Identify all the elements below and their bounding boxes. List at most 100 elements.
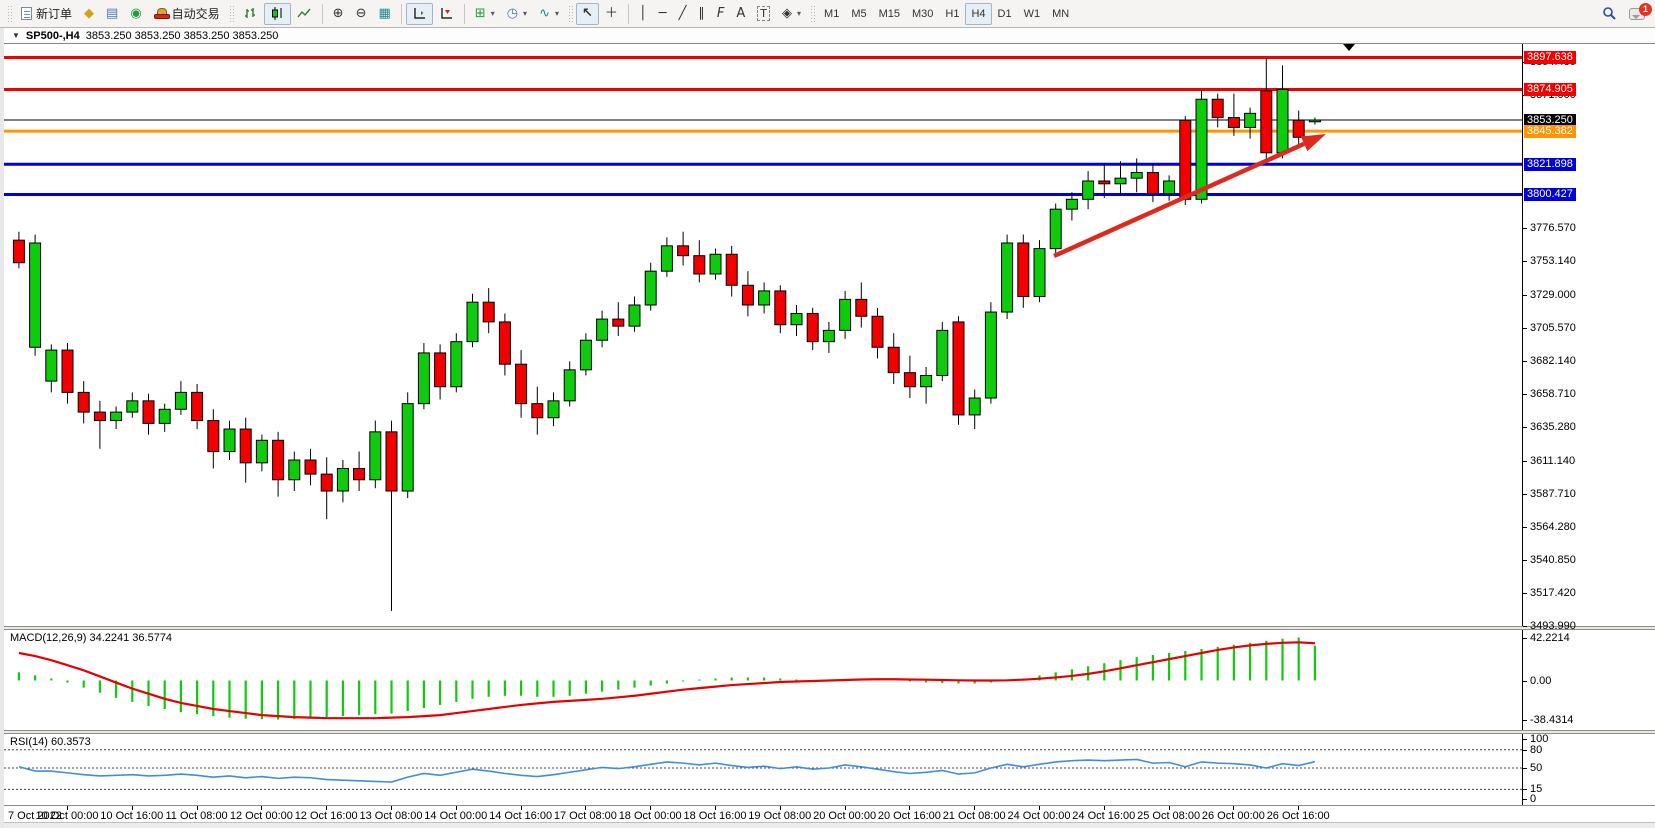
tile-windows-button[interactable]: ▦ [372,3,396,25]
crosshair-tool-button[interactable]: ＋ [599,3,624,25]
shapes-tool-button[interactable]: ◈ ▾ [776,3,807,25]
timeframe-H1[interactable]: H1 [945,7,960,20]
timeframe-H4[interactable]: H4 [965,2,992,25]
cursor-tool-button[interactable]: ↖ [575,2,599,25]
add-indicator-button[interactable]: ⊞ ▾ [469,3,501,25]
time-label: 24 Oct 16:00 [1072,810,1136,822]
alerts-button[interactable]: ◉ [124,3,147,25]
templates-button[interactable]: ∿ ▾ [533,3,565,25]
candle [239,417,252,483]
candle [758,282,771,314]
data-window-button[interactable]: ▤ [100,3,124,25]
candle-body [1049,208,1062,250]
candle [790,305,803,337]
text-tool-button[interactable]: A [730,3,751,25]
bar-chart-button[interactable] [237,3,264,25]
axis-tick-mark [1523,626,1527,628]
notifications-icon[interactable]: 1 [1629,2,1652,20]
trend-arrow[interactable] [1053,134,1326,259]
axis-tick-label: 42.2214 [1530,631,1570,644]
candle-body [612,318,625,327]
chevron-down-icon: ▾ [554,9,559,18]
panel-separator[interactable] [4,730,1655,734]
candle-body [644,270,657,306]
autotrading-button[interactable]: 自动交易 [148,3,226,25]
axis-tick-mark [1523,768,1527,769]
equidistant-channel-icon: ∥ [698,6,705,21]
text-label-tool-button[interactable]: T [751,3,776,25]
zoom-out-button[interactable]: ⊖ [350,3,373,25]
price-axis[interactable]: 3894.4303871.0003776.5703753.1403729.000… [1522,44,1655,632]
candle-body [336,467,349,492]
expert-advisor-hat-icon [153,8,170,19]
price-chart-plot[interactable] [4,44,1522,626]
candle-body [401,403,414,492]
trend-arrow-line[interactable] [1053,141,1306,259]
candle [498,313,511,376]
candle-body [417,352,430,405]
line-chart-button[interactable] [291,3,318,25]
panel-separator[interactable] [4,626,1655,630]
trend-arrow-head[interactable] [1300,134,1326,152]
horizontal-line-tool-button[interactable]: ─ [653,3,673,25]
toolbar-grip[interactable] [7,4,12,23]
axis-tick-label: 100 [1530,733,1549,745]
time-tick-mark [1233,806,1235,810]
auto-scroll-button[interactable] [405,2,433,25]
candle-body [223,428,236,453]
timeframe-M30[interactable]: M30 [912,7,934,20]
toolbar-grip[interactable] [810,4,816,23]
candle-body [515,363,528,405]
time-label: 25 Oct 08:00 [1137,810,1201,822]
timeframe-W1[interactable]: W1 [1023,7,1041,20]
horizontal-line-icon: ─ [658,6,667,21]
time-tick-mark [391,806,392,810]
candle-body [207,420,220,453]
price-badge: 3897.638 [1524,50,1576,64]
time-label: 11 Oct 08:00 [165,810,228,822]
chart-shift-marker[interactable] [1343,44,1355,51]
time-label: 7 Oct 2022 [8,810,62,822]
search-icon[interactable] [1602,6,1617,21]
candle [1179,116,1192,205]
timeframe-D1[interactable]: D1 [997,7,1012,20]
timeframe-MN[interactable]: MN [1052,7,1070,20]
channel-tool-button[interactable]: ∥ [692,3,711,25]
candle [288,451,301,492]
time-axis[interactable]: 7 Oct 2022 10 Oct 00:00 10 Oct 16:00 11 Oct… [4,805,1655,822]
time-label: 20 Oct 16:00 [877,810,941,822]
axis-tick-label: 3753.140 [1530,255,1576,268]
timeframe-M5[interactable]: M5 [851,7,867,20]
candle-body [920,374,933,388]
candle-body [758,290,771,306]
chevron-down-icon: ▾ [490,9,495,18]
chart-dropdown-icon[interactable]: ▼ [12,31,20,40]
vertical-line-tool-button[interactable]: │ [633,3,653,25]
fibonacci-tool-button[interactable]: F [711,3,730,25]
candle [174,381,187,415]
candle-body [369,431,382,481]
timeframe-M1[interactable]: M1 [824,7,840,20]
candle [903,355,916,399]
candle [1114,161,1127,196]
candle [1146,164,1159,203]
candlestick-chart-button[interactable] [263,2,291,25]
chart-title-bar[interactable]: ▼ SP500-,H4 3853.250 3853.250 3853.250 3… [4,28,1655,44]
chart-shift-button[interactable] [433,3,460,25]
axis-tick-label: 3658.710 [1530,388,1576,401]
candle-body [693,255,706,275]
zoom-in-button[interactable]: ⊕ [327,3,350,25]
fibonacci-icon: F [716,6,725,21]
candle [1195,90,1208,204]
macd-signal-line [18,641,1315,720]
candle [304,448,317,486]
new-order-button[interactable]: 新订单 [15,3,78,25]
candle [579,333,592,376]
periods-button[interactable]: ◷ ▾ [501,3,533,25]
toolbar-grip[interactable] [228,4,234,23]
autotrading-label: 自动交易 [171,7,220,21]
market-watch-button[interactable]: ◆ [78,3,100,25]
trendline-tool-button[interactable]: ╱ [673,3,693,25]
toolbar-grip[interactable] [567,4,573,23]
timeframe-M15[interactable]: M15 [878,7,900,20]
